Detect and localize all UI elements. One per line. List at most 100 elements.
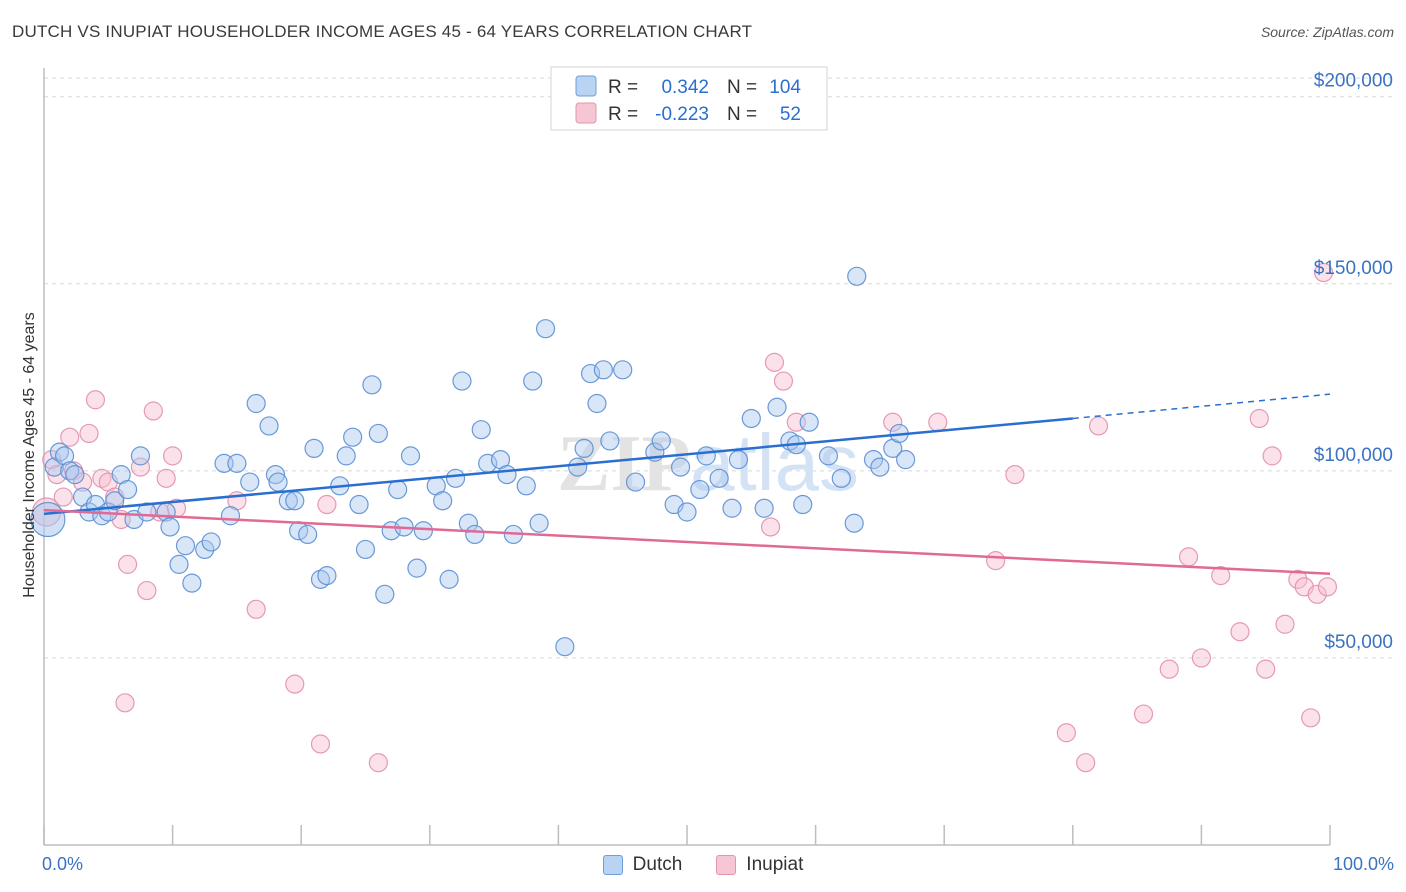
dutch-point-89 [754, 498, 774, 518]
dutch-trend-extension [1072, 393, 1331, 420]
dutch-point-86 [722, 498, 742, 518]
dutch-trend-line [43, 417, 1073, 516]
inupiat-point-47 [1262, 446, 1282, 466]
inupiat-point-30 [773, 371, 794, 391]
dutch-point-31 [268, 472, 288, 492]
dutch-point-76 [613, 360, 633, 380]
dutch-point-94 [799, 412, 819, 432]
bottom-legend: Dutch Inupiat [0, 850, 1406, 880]
bottom-legend-label-dutch: Dutch [632, 854, 683, 875]
dutch-point-90 [767, 397, 787, 417]
inupiat-point-25 [310, 734, 331, 754]
bottom-legend-swatch-inupiat [716, 855, 737, 875]
inupiat-point-29 [764, 352, 785, 372]
dutch-point-18 [160, 517, 180, 537]
y-tick-label-2: $150,000 [1314, 258, 1393, 279]
dutch-point-56 [445, 468, 466, 488]
bottom-legend-inupiat: Inupiat [716, 854, 803, 876]
dutch-point-77 [625, 472, 646, 492]
dutch-point-70 [568, 457, 588, 477]
dutch-point-60 [471, 420, 491, 440]
y-tick-label-3: $200,000 [1314, 71, 1393, 92]
dutch-point-63 [497, 464, 517, 485]
dutch-point-68 [535, 319, 556, 339]
watermark-atlas: atlas [690, 418, 859, 507]
inupiat-point-42 [1191, 648, 1212, 668]
dutch-point-43 [355, 539, 376, 560]
inupiat-point-15 [130, 457, 151, 477]
dutch-point-67 [529, 513, 549, 533]
legend-n-value-inupiat: 52 [780, 104, 801, 125]
dutch-point-96 [831, 468, 851, 488]
dutch-point-33 [285, 491, 305, 511]
inupiat-point-24 [285, 674, 305, 694]
dutch-point-26 [227, 453, 247, 473]
dutch-point-97 [844, 513, 864, 533]
dutch-point-84 [696, 446, 716, 466]
dutch-point-30 [265, 464, 286, 485]
x-tick-label-start: 0.0% [42, 854, 83, 874]
dutch-point-81 [670, 457, 691, 477]
dutch-point-88 [741, 408, 761, 429]
inupiat-point-23 [246, 599, 266, 619]
dutch-point-52 [413, 521, 433, 541]
dutch-point-103 [896, 450, 916, 470]
inupiat-point-52 [1307, 584, 1327, 604]
bottom-legend-swatch-dutch [602, 855, 623, 875]
legend-r-label-inupiat: R = [608, 104, 638, 125]
legend-r-label-dutch: R = [608, 77, 638, 98]
legend-swatch-dutch [575, 75, 597, 97]
inupiat-point-3 [53, 487, 73, 507]
dutch-point-55 [439, 569, 459, 589]
inupiat-point-13 [115, 693, 135, 713]
dutch-point-100 [870, 457, 890, 477]
dutch-point-83 [690, 479, 710, 500]
dutch-point-22 [195, 539, 215, 560]
dutch-point-57 [452, 371, 472, 391]
dutch-point-51 [407, 558, 427, 578]
legend-n-label-inupiat: N = [727, 104, 757, 125]
inupiat-point-6 [72, 472, 93, 492]
inupiat-point-1 [42, 450, 62, 470]
dutch-point-28 [246, 393, 266, 414]
dutch-point-79 [651, 431, 671, 451]
inupiat-point-20 [163, 446, 183, 466]
dutch-point-50 [400, 446, 421, 466]
inupiat-point-14 [117, 554, 138, 574]
inupiat-point-54 [1317, 577, 1338, 597]
inupiat-point-8 [85, 390, 106, 410]
inupiat-point-27 [368, 753, 388, 773]
legend-r-value-dutch: 0.342 [661, 77, 709, 98]
legend-swatch-inupiat [575, 102, 597, 124]
inupiat-point-37 [1076, 753, 1096, 773]
y-tick-label-1: $100,000 [1314, 445, 1393, 466]
bottom-legend-label-inupiat: Inupiat [746, 854, 804, 875]
y-axis-label: Householder Income Ages 45 - 64 years [21, 312, 38, 598]
axes [43, 68, 1331, 846]
dutch-point-82 [677, 502, 697, 522]
bottom-legend-dutch: Dutch [602, 854, 683, 876]
dutch-point-87 [728, 450, 749, 470]
dutch-point-85 [709, 468, 729, 488]
y-tick-labels: $50,000 $100,000 $150,000 $200,000 [1314, 71, 1393, 653]
dutch-point-13 [117, 479, 138, 500]
inupiat-point-48 [1275, 614, 1295, 634]
dutch-point-19 [169, 554, 189, 574]
inupiat-point-32 [883, 412, 903, 432]
dutch-point-95 [818, 446, 839, 466]
inupiat-point-39 [1133, 704, 1154, 724]
dutch-point-44 [362, 375, 382, 395]
x-tick-labels: 0.0% 100.0% [42, 854, 1394, 874]
inupiat-point-40 [1159, 659, 1179, 679]
dutch-point-40 [336, 446, 356, 466]
dutch-series [30, 266, 916, 657]
dutch-point-38 [317, 566, 337, 586]
inupiat-point-46 [1256, 659, 1276, 679]
dutch-point-27 [240, 472, 260, 492]
inupiat-point-17 [143, 401, 163, 421]
inupiat-point-4 [60, 427, 80, 447]
inupiat-trend-line [43, 508, 1331, 575]
inupiat-point-53 [1313, 262, 1334, 283]
inupiat-point-43 [1211, 566, 1231, 586]
